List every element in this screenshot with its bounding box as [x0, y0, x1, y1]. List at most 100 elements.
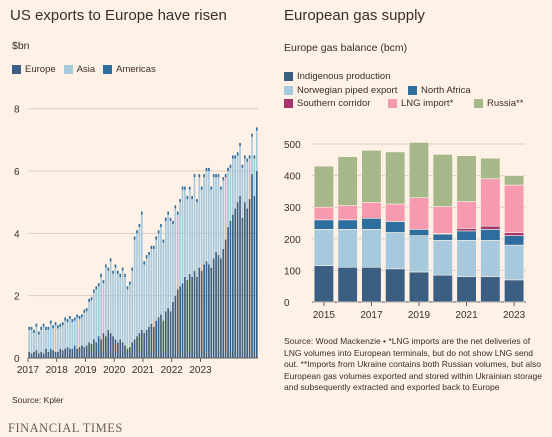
bar-segment: [227, 227, 229, 358]
bar-segment: [248, 199, 251, 358]
legend-swatch-asia: [63, 65, 73, 74]
bar-segment: [105, 267, 107, 337]
bar-segment: [255, 127, 258, 131]
bar-segment: [76, 317, 78, 349]
bar-segment: [432, 154, 453, 207]
bar-segment: [251, 174, 253, 358]
bar-segment: [148, 255, 150, 327]
bar-segment: [210, 189, 213, 268]
bar-segment: [313, 229, 334, 266]
bar-segment: [504, 232, 525, 236]
bar-segment: [90, 297, 93, 301]
bar-segment: [61, 325, 64, 351]
bar-segment: [253, 158, 256, 196]
bar-segment: [49, 348, 52, 358]
bar-segment: [157, 230, 160, 234]
bar-segment: [95, 342, 98, 358]
bar-segment: [114, 264, 117, 268]
bar-segment: [37, 353, 40, 358]
bar-segment: [54, 325, 57, 352]
bar-segment: [78, 319, 81, 348]
bar-segment: [85, 345, 88, 358]
bar-segment: [313, 219, 334, 230]
bar-segment: [117, 273, 119, 343]
legend-label-lng: LNG import*: [401, 98, 454, 109]
left-legend: Europe Asia Americas: [12, 64, 156, 75]
legend-swatch-southern: [284, 99, 293, 108]
bar-segment: [66, 322, 69, 348]
bar-segment: [227, 167, 229, 172]
bar-segment: [126, 289, 129, 349]
bar-segment: [198, 177, 201, 268]
bar-segment: [52, 325, 54, 329]
bar-segment: [169, 220, 172, 312]
bar-segment: [220, 186, 222, 190]
bar-segment: [253, 195, 256, 358]
bar-segment: [83, 309, 86, 313]
bar-segment: [57, 328, 59, 352]
bar-segment: [217, 177, 220, 256]
bar-segment: [83, 312, 86, 348]
bar-segment: [253, 155, 256, 159]
legend-label-russia: Russia**: [487, 98, 524, 109]
bar-segment: [167, 211, 169, 215]
bar-segment: [337, 229, 358, 268]
bar-segment: [208, 264, 210, 358]
bar-segment: [133, 236, 136, 240]
bar-segment: [208, 167, 210, 172]
bar-segment: [54, 351, 57, 358]
bar-segment: [54, 322, 57, 326]
bar-segment: [102, 333, 105, 358]
bar-segment: [255, 130, 258, 172]
bar-segment: [480, 240, 501, 278]
bar-segment: [81, 317, 83, 346]
bar-segment: [200, 186, 203, 190]
bar-segment: [212, 258, 215, 358]
bar-segment: [47, 326, 50, 330]
bar-segment: [40, 326, 43, 330]
bar-segment: [164, 217, 167, 221]
bar-segment: [69, 348, 71, 358]
bar-segment: [35, 326, 38, 351]
bar-segment: [186, 280, 189, 358]
bar-segment: [100, 276, 102, 340]
bar-segment: [236, 202, 239, 358]
bar-segment: [243, 202, 246, 358]
bar-segment: [181, 189, 184, 284]
bar-segment: [248, 158, 251, 200]
x-tick-label: 2017: [360, 310, 383, 321]
bar-segment: [107, 267, 110, 271]
bar-segment: [210, 267, 213, 358]
bar-segment: [157, 317, 160, 358]
x-tick-label: 2019: [74, 365, 97, 376]
bar-segment: [90, 343, 93, 358]
bar-segment: [184, 276, 186, 358]
bar-segment: [45, 326, 47, 330]
legend-label-europe: Europe: [25, 64, 56, 75]
bar-segment: [181, 186, 184, 190]
bar-segment: [480, 157, 501, 180]
bar-segment: [456, 240, 477, 278]
bar-segment: [196, 276, 198, 358]
bar-segment: [205, 171, 208, 262]
bar-segment: [313, 206, 334, 221]
x-tick-label: 2017: [17, 365, 40, 376]
legend-swatch-europe: [12, 65, 21, 74]
ft-logo: FINANCIAL TIMES: [8, 421, 123, 435]
y-tick-label: 300: [284, 203, 301, 214]
bar-segment: [28, 326, 31, 330]
bar-segment: [93, 339, 95, 358]
bar-segment: [432, 233, 453, 241]
bar-segment: [215, 252, 217, 358]
x-tick-label: 2023: [189, 365, 212, 376]
bar-segment: [66, 347, 69, 358]
bar-segment: [196, 199, 198, 203]
bar-segment: [504, 184, 525, 233]
bar-segment: [232, 214, 234, 358]
bar-segment: [107, 270, 110, 330]
us-exports-chart: 0 2 4 6 8 2017 2018 2019 2020 2021 2022 2023: [14, 105, 258, 376]
bar-segment: [133, 239, 136, 340]
bar-segment: [95, 289, 98, 343]
bar-segment: [76, 348, 78, 358]
bar-segment: [408, 142, 430, 199]
